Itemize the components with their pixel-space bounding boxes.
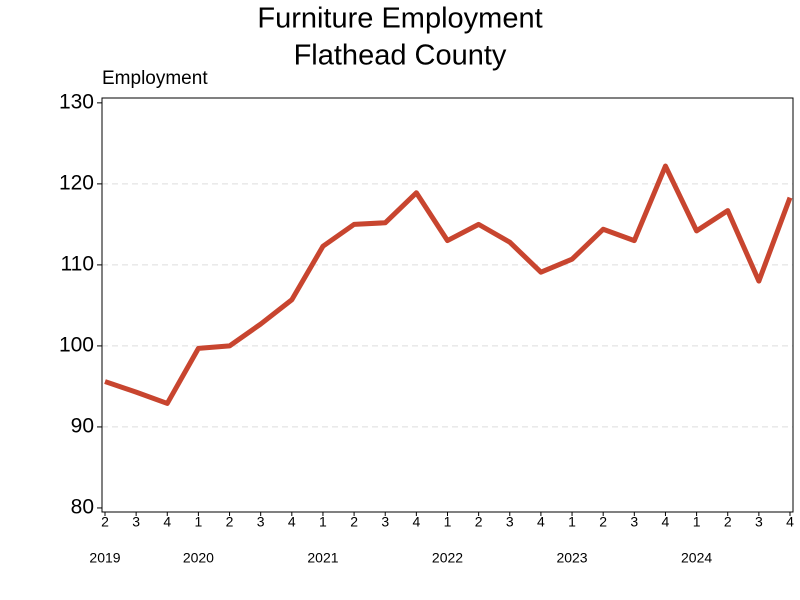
- x-tick-label: 3: [506, 514, 514, 530]
- x-group-label: 2019: [89, 550, 120, 566]
- x-tick-label: 3: [630, 514, 638, 530]
- x-tick-label: 3: [132, 514, 140, 530]
- x-tick-label: 4: [288, 514, 296, 530]
- x-tick-label: 2: [226, 514, 234, 530]
- x-group-label: 2020: [183, 550, 214, 566]
- y-tick-label: 80: [71, 495, 94, 518]
- x-tick-label: 2: [724, 514, 732, 530]
- y-tick-label: 100: [59, 333, 94, 356]
- y-tick-label: 90: [71, 414, 94, 437]
- x-tick-label: 3: [381, 514, 389, 530]
- x-tick-label: 1: [568, 514, 576, 530]
- x-tick-label: 1: [444, 514, 452, 530]
- chart-subtitle: Flathead County: [294, 40, 507, 72]
- chart-title: Furniture Employment: [257, 3, 542, 35]
- x-tick-label: 4: [662, 514, 670, 530]
- data-line: [104, 163, 793, 406]
- x-tick-label: 4: [786, 514, 794, 530]
- x-tick-label: 3: [257, 514, 265, 530]
- x-tick-label: 4: [412, 514, 420, 530]
- x-tick-label: 2: [599, 514, 607, 530]
- x-group-label: 2022: [432, 550, 463, 566]
- x-tick-label: 1: [319, 514, 327, 530]
- y-axis-label: Employment: [102, 68, 208, 89]
- x-tick-label: 2: [475, 514, 483, 530]
- y-tick-label: 120: [59, 171, 94, 194]
- x-group-label: 2021: [307, 550, 338, 566]
- x-group-label: 2024: [681, 550, 712, 566]
- x-tick-label: 3: [755, 514, 763, 530]
- x-tick-label: 2: [350, 514, 358, 530]
- x-tick-label: 4: [163, 514, 171, 530]
- x-group-label: 2023: [556, 550, 587, 566]
- y-tick-label: 110: [61, 252, 94, 275]
- x-tick-label: 1: [693, 514, 701, 530]
- x-tick-label: 2: [101, 514, 109, 530]
- y-tick-label: 130: [59, 90, 94, 113]
- x-tick-label: 1: [195, 514, 203, 530]
- x-tick-label: 4: [537, 514, 545, 530]
